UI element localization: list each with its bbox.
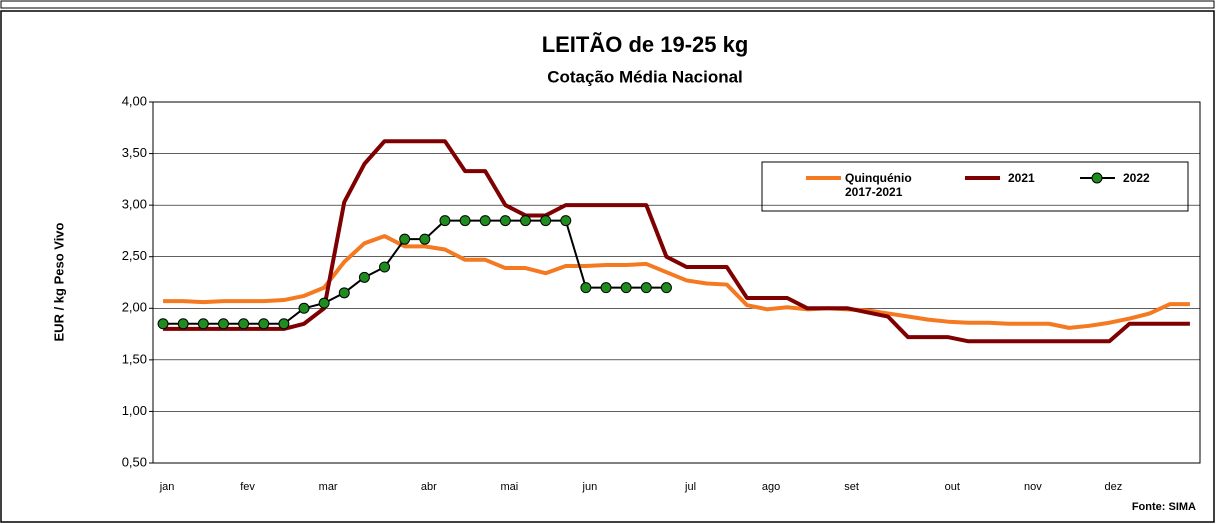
source: Fonte: SIMA [1132,501,1196,513]
point [298,302,310,314]
series-line [163,234,1190,330]
point [379,261,391,273]
x-tick-label: abr [421,481,437,493]
point [217,318,229,330]
x-tick-label: out [945,481,960,493]
point [540,215,552,227]
point [419,233,431,245]
point [258,318,270,330]
x-tick-label: fev [240,481,255,493]
legend-marker [1091,172,1103,184]
point [519,215,531,227]
x-tick-label: set [844,481,859,493]
y-tick-label: 2,00 [122,300,147,315]
legend-label: Quinquénio 2017-2021 [845,171,912,199]
legend-box [761,161,1189,212]
point [560,215,572,227]
point [197,318,209,330]
point [157,318,169,330]
top-frame [0,0,1215,9]
y-tick-label: 3,50 [122,145,147,160]
point [600,282,612,294]
x-tick-label: jul [684,481,696,493]
y-tick-label: 1,50 [122,351,147,366]
point [459,215,471,227]
x-tick-label: dez [1105,481,1123,493]
x-tick-label: ago [762,481,780,493]
x-tick-label: jan [159,481,175,493]
point [660,282,672,294]
chart-subtitle: Cotação Média Nacional [547,67,743,86]
point [278,318,290,330]
x-tick-label: nov [1024,481,1042,493]
point [439,215,451,227]
y-tick-label: 4,00 [122,93,147,108]
y-axis-label: EUR / kg Peso Vivo [51,222,66,341]
point [640,282,652,294]
point [338,287,350,299]
point [620,282,632,294]
y-tick-label: 2,50 [122,248,147,263]
point [358,271,370,283]
legend-label: 2021 [1008,171,1035,185]
point [399,233,411,245]
point [580,282,592,294]
chart-title: LEITÃO de 19-25 kg [542,32,749,57]
point [499,215,511,227]
y-tick-label: 1,00 [122,403,147,418]
point [479,215,491,227]
x-tick-label: jun [582,481,598,493]
series-line [163,139,1190,344]
y-tick-label: 0,50 [122,454,147,469]
point [177,318,189,330]
point [238,318,250,330]
legend-label: 2022 [1123,171,1150,185]
x-tick-label: mai [500,481,518,493]
point [318,297,330,309]
x-tick-label: mar [319,481,338,493]
y-tick-label: 3,00 [122,197,147,212]
